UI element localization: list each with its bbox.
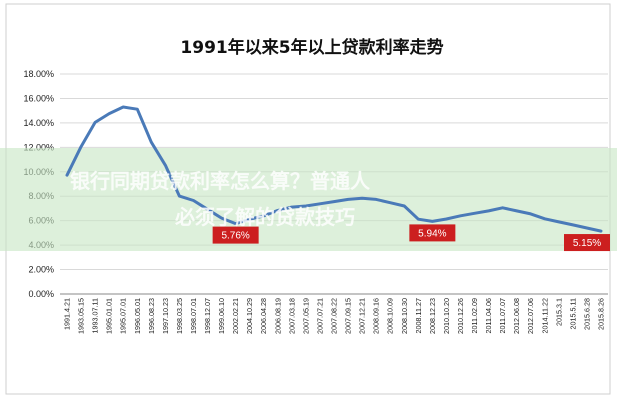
x-tick-label: 1991.4.21 <box>63 298 72 330</box>
x-tick-label: 2012.06.08 <box>512 298 521 334</box>
x-tick-label: 1996.05.01 <box>133 298 142 334</box>
annotation-label: 5.94% <box>418 228 446 239</box>
x-tick-label: 2002.02.21 <box>231 298 240 334</box>
y-tick-label: 16.00% <box>23 93 54 103</box>
annotation-box <box>564 234 610 252</box>
x-axis: 1991.4.21 1993.05.15 1993.07.11 1995.01.01 1… <box>63 298 606 334</box>
x-tick-label: 2015.6.28 <box>582 298 591 330</box>
x-tick-label: 2007.07.21 <box>315 298 324 334</box>
x-tick-label: 1993.05.15 <box>77 298 86 334</box>
annotation-box <box>409 224 456 242</box>
x-tick-label: 1993.07.11 <box>91 298 100 333</box>
x-tick-label: 2010.10.20 <box>442 298 451 334</box>
x-tick-label: 2011.07.07 <box>498 298 507 333</box>
annotation-label: 5.76% <box>221 231 249 242</box>
x-tick-label: 2012.07.06 <box>526 298 535 334</box>
annotation-box <box>212 226 259 244</box>
x-tick-label: 1998.07.01 <box>189 298 198 334</box>
x-tick-label: 1999.06.10 <box>217 298 226 334</box>
x-tick-label: 2008.10.09 <box>386 298 395 334</box>
x-tick-label: 2015.8.26 <box>597 298 606 330</box>
x-tick-label: 1995.01.01 <box>105 298 114 334</box>
x-tick-label: 1995.07.01 <box>119 298 128 334</box>
x-tick-label: 2014.11.22 <box>540 298 549 333</box>
x-tick-label: 2011.04.06 <box>484 298 493 333</box>
x-tick-label: 2006.08.19 <box>273 298 282 334</box>
x-tick-label: 2015.5.11 <box>568 298 577 329</box>
x-tick-label: 2006.04.28 <box>259 298 268 334</box>
chart-title: 1991年以来5年以上贷款利率走势 <box>180 37 443 58</box>
annotation-label: 5.15% <box>573 238 601 249</box>
overlay-line-1: 银行同期贷款利率怎么算？普通人 <box>70 169 371 193</box>
x-tick-label: 2007.09.15 <box>344 298 353 334</box>
x-tick-label: 1998.03.25 <box>175 298 184 334</box>
x-tick-label: 2007.12.21 <box>358 298 367 334</box>
overlay-band <box>0 148 617 251</box>
x-tick-label: 1996.08.23 <box>147 298 156 334</box>
y-tick-label: 12.00% <box>23 142 54 152</box>
y-tick-label: 2.00% <box>28 265 54 275</box>
x-tick-label: 1998.12.07 <box>203 298 212 334</box>
x-tick-label: 2007.05.19 <box>301 298 310 334</box>
y-tick-label: 0.00% <box>28 289 54 299</box>
overlay-line-2: 必须了解的贷款技巧 <box>174 205 355 229</box>
x-tick-label: 2015.3.1 <box>554 298 563 326</box>
x-tick-label: 1997.10.23 <box>161 298 170 334</box>
x-tick-label: 2008.09.16 <box>372 298 381 334</box>
x-tick-label: 2008.12.23 <box>428 298 437 334</box>
y-tick-label: 18.00% <box>23 69 54 79</box>
x-tick-label: 2008.11.27 <box>414 298 423 333</box>
x-tick-label: 2008.10.30 <box>400 298 409 334</box>
x-tick-label: 2011.02.09 <box>470 298 479 333</box>
plot-area <box>65 105 603 233</box>
series-line <box>65 105 603 233</box>
x-tick-label: 2004.10.29 <box>245 298 254 334</box>
x-tick-label: 2007.03.18 <box>287 298 296 334</box>
annotations: 5.76% 5.94% 5.15% <box>212 224 610 252</box>
x-tick-label: 2010.12.26 <box>456 298 465 334</box>
y-tick-label: 14.00% <box>23 118 54 128</box>
x-tick-label: 2007.08.22 <box>330 298 339 334</box>
